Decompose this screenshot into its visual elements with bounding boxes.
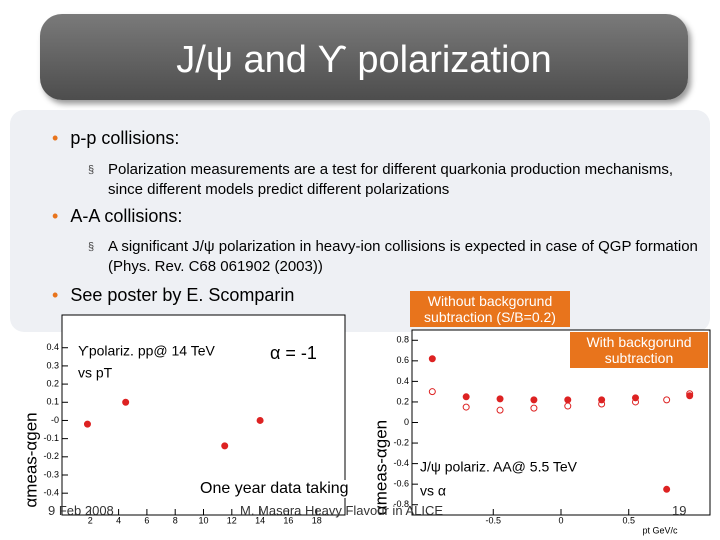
y-tick-label: -0.3 — [43, 469, 59, 479]
data-point — [530, 404, 538, 412]
y-tick-label: 0.2 — [46, 378, 59, 388]
data-point — [256, 416, 264, 424]
x-tick-label: 4 — [116, 515, 121, 525]
data-point — [564, 402, 572, 410]
data-point — [663, 396, 671, 404]
x-tick-label: 10 — [198, 515, 208, 525]
note: One year data taking — [200, 480, 349, 498]
data-point — [632, 398, 639, 406]
x-tick-label: 14 — [255, 515, 265, 525]
y-tick-label: 0.3 — [46, 360, 59, 370]
y-tick-label: -0.4 — [43, 488, 59, 498]
y-tick-label: -0.8 — [393, 499, 409, 509]
data-point — [564, 396, 572, 404]
y-axis-label: αmeas-αgen — [371, 420, 390, 515]
y-tick-label: 0.6 — [396, 355, 409, 365]
x-tick-label: 18 — [312, 515, 322, 525]
bullet: p-p collisions: — [52, 128, 179, 149]
x-tick-label: -0.5 — [486, 515, 502, 525]
y-tick-label: 0.4 — [396, 376, 409, 386]
data-point — [496, 395, 504, 403]
y-tick-label: 0.8 — [396, 335, 409, 345]
x-tick-label: 8 — [173, 515, 178, 525]
bullet: A-A collisions: — [52, 206, 182, 227]
x-tick-label: 12 — [227, 515, 237, 525]
data-point — [83, 420, 91, 428]
data-point — [221, 442, 229, 450]
annotation: ϒpolariz. pp@ 14 TeV — [78, 343, 216, 359]
callout: Without backgorund subtraction (S/B=0.2) — [410, 291, 570, 327]
data-point — [428, 355, 436, 363]
y-tick-label: 0.1 — [46, 397, 59, 407]
y-tick-label: -0.1 — [43, 433, 59, 443]
annotation: J/ψ polariz. AA@ 5.5 TeV — [420, 459, 578, 475]
callout: With backgorund subtraction — [570, 332, 708, 368]
data-point — [462, 403, 470, 411]
data-point — [686, 390, 694, 398]
page-number: 19 — [672, 503, 687, 518]
sub-bullet: Polarization measurements are a test for… — [88, 160, 708, 200]
y-tick-label: -0 — [51, 415, 59, 425]
data-point — [122, 398, 130, 406]
slide-title: J/ψ and ϒ polarization — [40, 14, 688, 100]
sub-bullet: A significant J/ψ polarization in heavy-… — [88, 237, 708, 277]
footer-date: 9 Feb 2008 — [48, 503, 114, 518]
x-tick-label: 2 — [88, 515, 93, 525]
y-tick-label: 0.2 — [396, 396, 409, 406]
annotation: α = -1 — [270, 343, 317, 363]
x-axis-label: pt GeV/c — [642, 525, 678, 535]
x-tick-label: 6 — [144, 515, 149, 525]
x-tick-label: 0 — [558, 515, 563, 525]
y-tick-label: -0.2 — [393, 437, 409, 447]
data-point — [428, 388, 436, 396]
y-tick-label: -0.6 — [393, 479, 409, 489]
y-tick-label: 0.4 — [46, 342, 59, 352]
y-axis-label: αmeas-αgen — [21, 412, 40, 507]
annotation: vs pT — [78, 365, 113, 381]
data-point — [462, 393, 470, 401]
y-tick-label: -0.2 — [43, 451, 59, 461]
bullet: See poster by E. Scomparin — [52, 285, 294, 306]
x-tick-label: 0.5 — [622, 515, 635, 525]
annotation: vs α — [420, 483, 446, 499]
data-point — [686, 392, 694, 400]
data-point — [663, 485, 671, 493]
y-tick-label: -0.4 — [393, 458, 409, 468]
data-point — [530, 396, 538, 404]
x-tick-label: 16 — [283, 515, 293, 525]
data-point — [496, 406, 504, 414]
data-point — [598, 400, 606, 408]
y-tick-label: 0 — [404, 417, 409, 427]
footer-author: M. Masera Heavy Flavour in ALICE — [240, 503, 444, 518]
